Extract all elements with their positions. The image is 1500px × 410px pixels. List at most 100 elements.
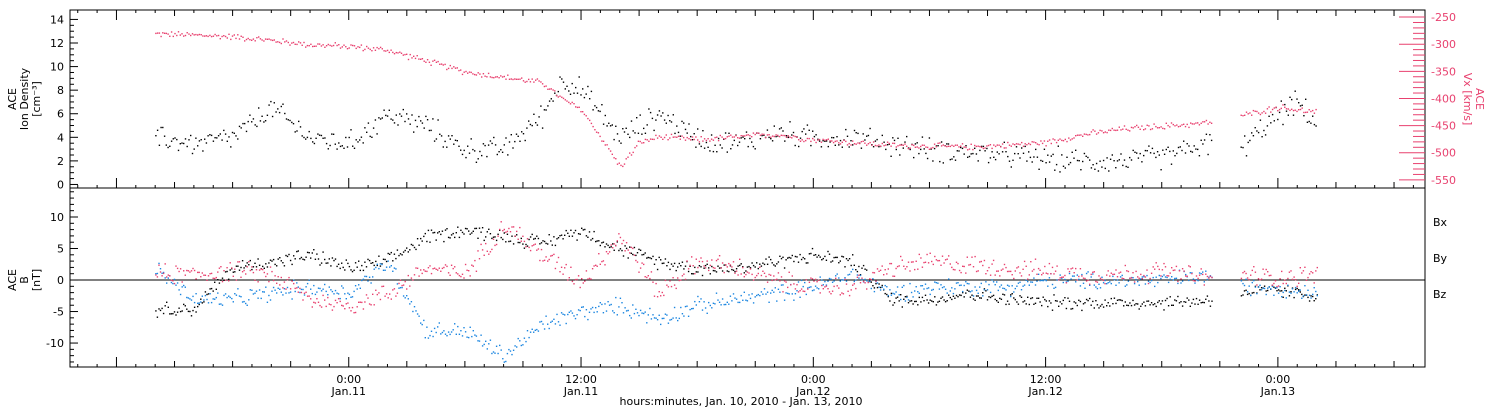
bz-point <box>536 249 538 251</box>
by-point <box>1285 297 1287 299</box>
by-point <box>622 312 625 314</box>
density-point <box>562 81 565 83</box>
vx-point <box>967 149 969 151</box>
bz-point <box>276 282 278 284</box>
bx-point <box>1068 300 1071 302</box>
bz-point <box>1059 277 1061 279</box>
density-point <box>977 160 979 162</box>
by-point <box>1033 277 1035 279</box>
bx-point <box>972 298 975 300</box>
bx-point <box>497 233 499 235</box>
bz-point <box>588 277 591 280</box>
bz-point <box>1171 267 1173 269</box>
bx-point <box>269 259 272 261</box>
bz-point <box>962 265 964 267</box>
density-point <box>1005 151 1007 153</box>
density-point <box>395 114 397 116</box>
bz-point <box>432 268 434 270</box>
bz-point <box>172 280 174 282</box>
vx-point <box>1014 144 1016 146</box>
density-point <box>1029 156 1032 159</box>
density-point <box>287 119 289 121</box>
bx-point <box>687 270 690 273</box>
density-point <box>785 135 788 137</box>
bz-point <box>717 258 719 260</box>
density-point <box>968 155 971 158</box>
density-point <box>918 152 920 155</box>
vx-point <box>1017 143 1019 145</box>
by-point <box>940 284 942 286</box>
bx-point <box>432 232 434 234</box>
density-point <box>798 145 800 148</box>
density-point <box>240 127 242 129</box>
density-point <box>1200 139 1202 141</box>
bz-point <box>907 261 910 263</box>
bz-point <box>1160 275 1162 277</box>
vx-point <box>198 33 201 36</box>
bx-point <box>1090 304 1092 306</box>
density-point <box>1008 160 1011 162</box>
bx-point <box>661 262 663 265</box>
vx-point <box>414 57 417 60</box>
density-point <box>536 124 539 126</box>
vx-point <box>1097 132 1100 134</box>
bz-point <box>440 270 442 272</box>
bx-point <box>655 259 657 261</box>
bx-point <box>889 300 891 302</box>
density-point <box>829 141 831 143</box>
bz-point <box>746 271 749 273</box>
vx-point <box>521 77 523 79</box>
density-point <box>1136 152 1138 154</box>
bz-point <box>678 279 680 282</box>
vx-point <box>1125 128 1127 130</box>
bx-point <box>342 266 344 269</box>
vx-point <box>785 136 788 138</box>
by-point <box>393 267 396 269</box>
vx-point <box>1210 122 1213 124</box>
density-point <box>745 131 748 133</box>
density-point <box>264 120 267 122</box>
bx-point <box>1251 292 1253 294</box>
bz-point <box>701 260 704 263</box>
vx-point <box>446 68 448 71</box>
by-point <box>382 269 385 271</box>
density-point <box>677 131 680 134</box>
vx-point <box>298 41 300 43</box>
vx-point <box>745 134 748 136</box>
vx-point <box>205 35 208 37</box>
bx-point <box>354 262 357 264</box>
density-point <box>1010 166 1012 168</box>
by-point <box>533 331 535 333</box>
bx-point <box>353 269 355 271</box>
bx-point <box>392 260 394 262</box>
bz-point <box>584 280 586 282</box>
vx-point <box>1061 139 1063 142</box>
bx-point <box>508 240 510 243</box>
bx-point <box>1276 290 1278 292</box>
bx-point <box>207 293 210 295</box>
bx-point <box>296 250 298 253</box>
bx-point <box>988 296 990 298</box>
bz-point <box>319 304 321 307</box>
vx-point <box>277 41 279 43</box>
density-point <box>928 137 931 139</box>
vx-point <box>1134 126 1136 128</box>
bx-point <box>884 292 886 295</box>
bz-point <box>574 278 577 281</box>
top-left-ylabel-line3: [cm⁻³] <box>30 81 43 117</box>
bz-point <box>553 253 555 256</box>
vx-point <box>977 145 979 147</box>
bx-point <box>1047 305 1049 308</box>
vx-point <box>913 144 915 147</box>
vx-point <box>843 139 845 141</box>
density-point <box>660 115 662 117</box>
bz-point <box>505 231 507 233</box>
by-point <box>441 331 444 334</box>
bz-point <box>605 251 608 253</box>
by-point <box>709 304 711 307</box>
bz-point <box>1092 271 1094 273</box>
bx-point <box>1312 295 1314 298</box>
bz-point <box>567 279 569 281</box>
density-point <box>984 150 986 152</box>
by-point <box>1189 272 1191 274</box>
